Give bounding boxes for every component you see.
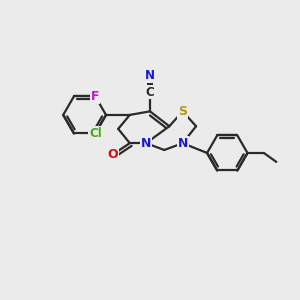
Text: N: N — [145, 69, 155, 82]
Text: O: O — [107, 148, 118, 161]
Text: C: C — [146, 85, 154, 98]
Text: S: S — [178, 105, 187, 118]
Text: Cl: Cl — [89, 127, 102, 140]
Text: N: N — [141, 137, 151, 150]
Text: F: F — [91, 90, 100, 103]
Text: N: N — [178, 137, 188, 150]
